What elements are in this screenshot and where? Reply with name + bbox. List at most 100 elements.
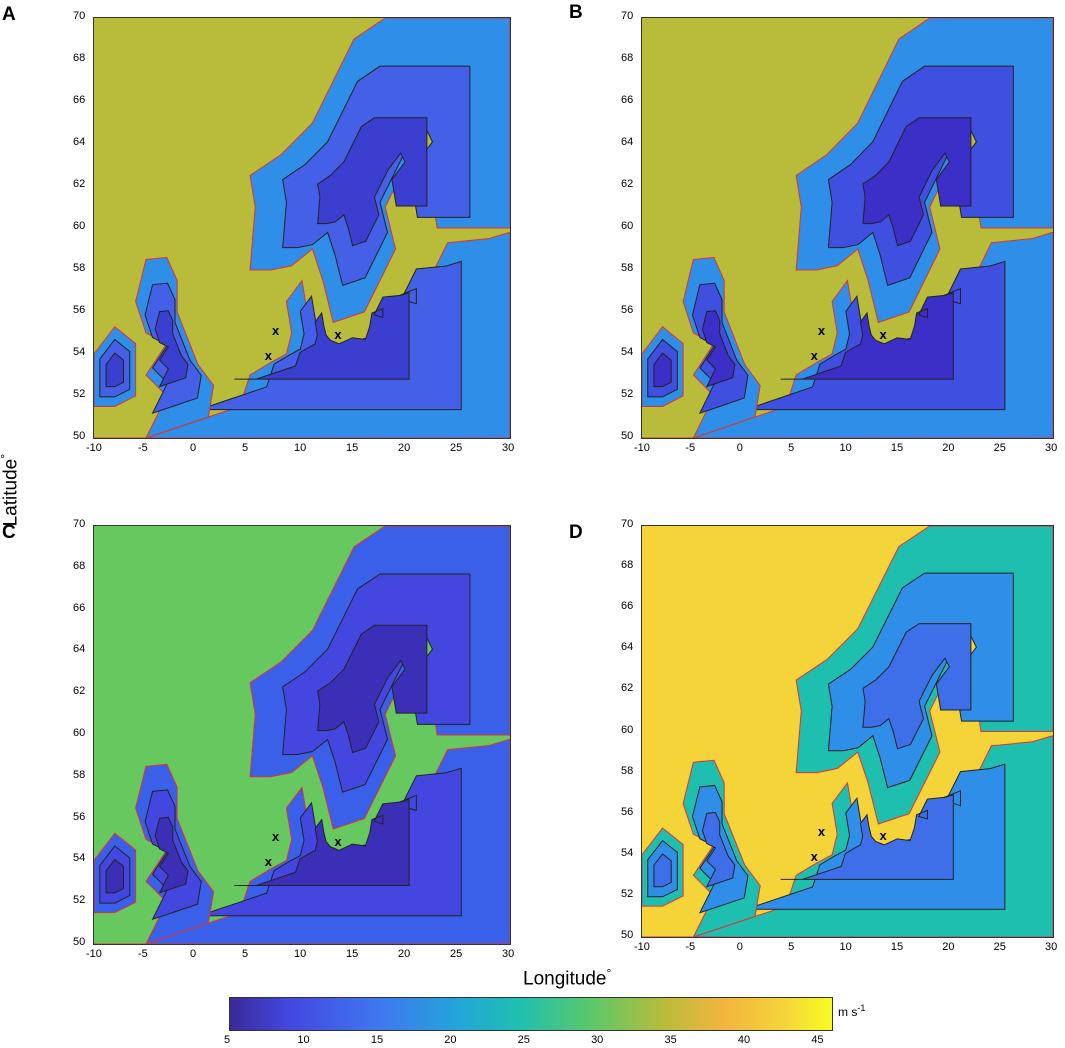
- x-tick-label: 10: [294, 948, 307, 960]
- colorbar-tick-label: 15: [370, 1034, 384, 1046]
- x-tick-label: 10: [294, 442, 307, 454]
- colorbar-tick-label: 25: [517, 1034, 530, 1046]
- x-tick-label: 10: [839, 442, 852, 454]
- y-tick-label: 54: [73, 852, 86, 865]
- inland-core-contour: [317, 624, 428, 754]
- site-marker: x: [272, 829, 280, 845]
- x-tick-label: -10: [86, 948, 102, 960]
- x-tick-label: 20: [942, 442, 955, 454]
- inland-core-contour: [701, 811, 736, 888]
- y-tick-label: 68: [73, 559, 86, 572]
- inland-core-contour: [234, 292, 410, 380]
- colorbar-tick-label: 45: [811, 1034, 824, 1046]
- y-tick-label: 52: [621, 388, 634, 400]
- x-tick-label: 10: [839, 941, 852, 953]
- site-marker: x: [264, 854, 272, 870]
- site-marker: x: [879, 828, 887, 844]
- panel-letter: B: [569, 2, 583, 23]
- x-tick-label: 20: [398, 442, 411, 454]
- y-tick-label: 60: [73, 220, 86, 232]
- inland-core-contour: [154, 816, 189, 894]
- x-axis-title: Longitude°: [523, 966, 612, 990]
- y-tick-label: 66: [73, 601, 86, 614]
- y-tick-label: 60: [73, 727, 86, 739]
- y-tick-label: 58: [621, 262, 634, 274]
- y-tick-label: 56: [73, 810, 86, 823]
- x-tick-label: 25: [993, 442, 1006, 454]
- y-tick-label: 70: [73, 518, 86, 530]
- y-tick-label: 60: [621, 220, 634, 232]
- x-tick-label: 15: [346, 948, 359, 960]
- y-tick-label: 50: [621, 929, 634, 941]
- x-tick-label: 15: [346, 442, 359, 454]
- y-tick-label: 62: [621, 178, 634, 190]
- y-tick-label: 58: [73, 262, 86, 274]
- y-tick-label: 52: [73, 894, 86, 907]
- x-tick-label: -10: [634, 442, 650, 454]
- inland-core-contour: [154, 310, 189, 388]
- panel-letter: D: [569, 522, 583, 543]
- y-tick-label: 70: [621, 10, 634, 22]
- y-tick-label: 52: [73, 388, 86, 400]
- inland-core-contour: [862, 117, 972, 247]
- x-tick-label: 25: [450, 442, 463, 454]
- x-tick-label: 30: [1045, 442, 1058, 454]
- y-axis-title: Latitude°: [0, 454, 22, 527]
- site-marker: x: [817, 824, 826, 840]
- site-marker: x: [817, 322, 826, 338]
- wind-speed-map: [94, 526, 510, 944]
- y-tick-label: 62: [73, 685, 86, 698]
- y-tick-label: 58: [73, 768, 86, 781]
- colorbar-tick-label: 5: [224, 1034, 231, 1046]
- inland-core-contour: [105, 858, 125, 894]
- site-marker: x: [334, 833, 342, 849]
- x-tick-label: 15: [890, 941, 904, 953]
- y-tick-label: 68: [621, 52, 634, 64]
- y-tick-label: 50: [621, 430, 634, 442]
- x-tick-label: 30: [502, 442, 515, 454]
- wind-speed-map: [94, 18, 510, 438]
- colorbar-tick-label: 40: [737, 1034, 751, 1046]
- y-tick-label: 56: [621, 805, 634, 818]
- y-tick-label: 66: [73, 94, 86, 106]
- y-tick-label: 68: [621, 559, 634, 572]
- y-tick-label: 54: [621, 846, 634, 859]
- x-tick-label: 25: [450, 948, 463, 960]
- inland-core-contour: [234, 798, 410, 886]
- colorbar-unit: m s-1: [838, 1003, 866, 1019]
- x-tick-label: 25: [993, 941, 1006, 953]
- colorbar-tick-label: 30: [591, 1034, 604, 1046]
- y-tick-label: 50: [73, 430, 86, 442]
- x-tick-label: 0: [736, 442, 743, 454]
- wind-speed-map: [642, 526, 1053, 937]
- x-tick-label: -5: [138, 442, 148, 454]
- x-tick-label: 5: [788, 442, 795, 454]
- x-tick-label: -10: [86, 442, 102, 454]
- y-tick-label: 62: [621, 682, 634, 695]
- x-tick-label: 0: [190, 442, 197, 454]
- y-tick-label: 54: [73, 346, 86, 358]
- y-tick-label: 68: [73, 52, 86, 64]
- y-tick-label: 50: [73, 936, 86, 948]
- site-marker: x: [810, 848, 818, 864]
- site-marker: x: [264, 348, 272, 364]
- inland-core-contour: [862, 623, 972, 750]
- y-tick-label: 64: [621, 641, 634, 654]
- site-marker: x: [272, 322, 280, 338]
- y-tick-label: 66: [621, 600, 634, 613]
- x-tick-label: 0: [736, 941, 743, 953]
- inland-core-contour: [701, 310, 736, 388]
- inland-core-contour: [780, 794, 954, 880]
- y-tick-label: 60: [621, 723, 634, 736]
- y-tick-label: 64: [73, 136, 86, 148]
- inland-core-contour: [653, 352, 672, 388]
- x-tick-label: 15: [890, 442, 904, 454]
- x-tick-label: 5: [242, 442, 249, 454]
- inland-core-contour: [105, 352, 125, 388]
- y-tick-label: 64: [621, 136, 634, 148]
- y-tick-label: 54: [621, 346, 634, 358]
